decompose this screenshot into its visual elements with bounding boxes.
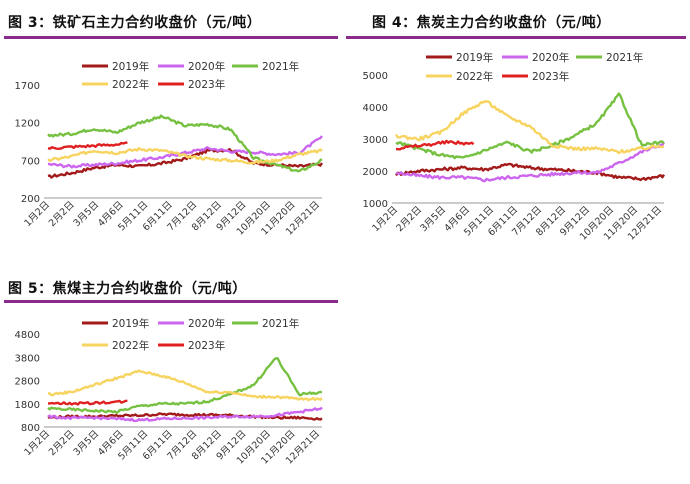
legend-label: 2023年 <box>188 339 225 352</box>
x-tick-label: 3月5日 <box>71 428 101 458</box>
series-line-2022年 <box>394 100 665 155</box>
y-tick-label: 4000 <box>363 103 388 114</box>
y-tick-label: 1700 <box>15 81 40 92</box>
title-rule <box>4 300 338 303</box>
legend-label: 2021年 <box>262 317 299 330</box>
y-tick-label: 1000 <box>363 199 388 210</box>
legend-label: 2023年 <box>532 70 569 83</box>
series-line-2023年 <box>395 139 475 151</box>
y-tick-label: 3000 <box>363 135 388 146</box>
legend-label: 2019年 <box>112 60 149 73</box>
figure-title: 图 3：铁矿石主力合约收盘价（元/吨） <box>8 15 262 31</box>
series-line-2021年 <box>47 357 323 414</box>
series-line-2020年 <box>47 135 323 169</box>
legend-label: 2022年 <box>112 78 149 91</box>
legend-label: 2019年 <box>456 51 493 64</box>
series-line-2023年 <box>48 399 128 406</box>
y-tick-label: 2000 <box>363 167 388 178</box>
series-line-2021年 <box>395 92 665 160</box>
figure-title: 图 5：焦煤主力合约收盘价（元/吨） <box>8 281 247 297</box>
legend-label: 2022年 <box>456 70 493 83</box>
series-line-2020年 <box>395 141 665 183</box>
series-line-2021年 <box>47 114 323 173</box>
title-rule <box>4 36 338 39</box>
y-tick-label: 4800 <box>15 330 40 341</box>
legend-label: 2020年 <box>188 317 225 330</box>
legend-label: 2021年 <box>262 60 299 73</box>
legend-label: 2020年 <box>188 60 225 73</box>
legend-label: 2022年 <box>112 339 149 352</box>
series-line-2019年 <box>395 162 666 182</box>
legend-label: 2019年 <box>112 317 149 330</box>
y-tick-label: 700 <box>21 156 40 167</box>
series-line-2022年 <box>47 146 323 165</box>
y-tick-label: 2800 <box>15 377 40 388</box>
y-tick-label: 1800 <box>15 400 40 411</box>
title-rule <box>346 36 686 39</box>
y-tick-label: 5000 <box>363 71 388 82</box>
series-line-2022年 <box>47 369 323 402</box>
legend-label: 2021年 <box>606 51 643 64</box>
y-tick-label: 3800 <box>15 353 40 364</box>
x-tick-label: 2月2日 <box>47 428 77 458</box>
series-line-2019年 <box>47 412 323 421</box>
y-tick-label: 800 <box>21 423 40 434</box>
figure-title: 图 4：焦炭主力合约收盘价（元/吨） <box>372 15 611 31</box>
legend-label: 2020年 <box>532 51 569 64</box>
y-tick-label: 1200 <box>15 119 40 130</box>
series-line-2020年 <box>47 406 323 423</box>
series-line-2023年 <box>47 141 128 151</box>
legend-label: 2023年 <box>188 78 225 91</box>
y-tick-label: 200 <box>21 194 40 205</box>
